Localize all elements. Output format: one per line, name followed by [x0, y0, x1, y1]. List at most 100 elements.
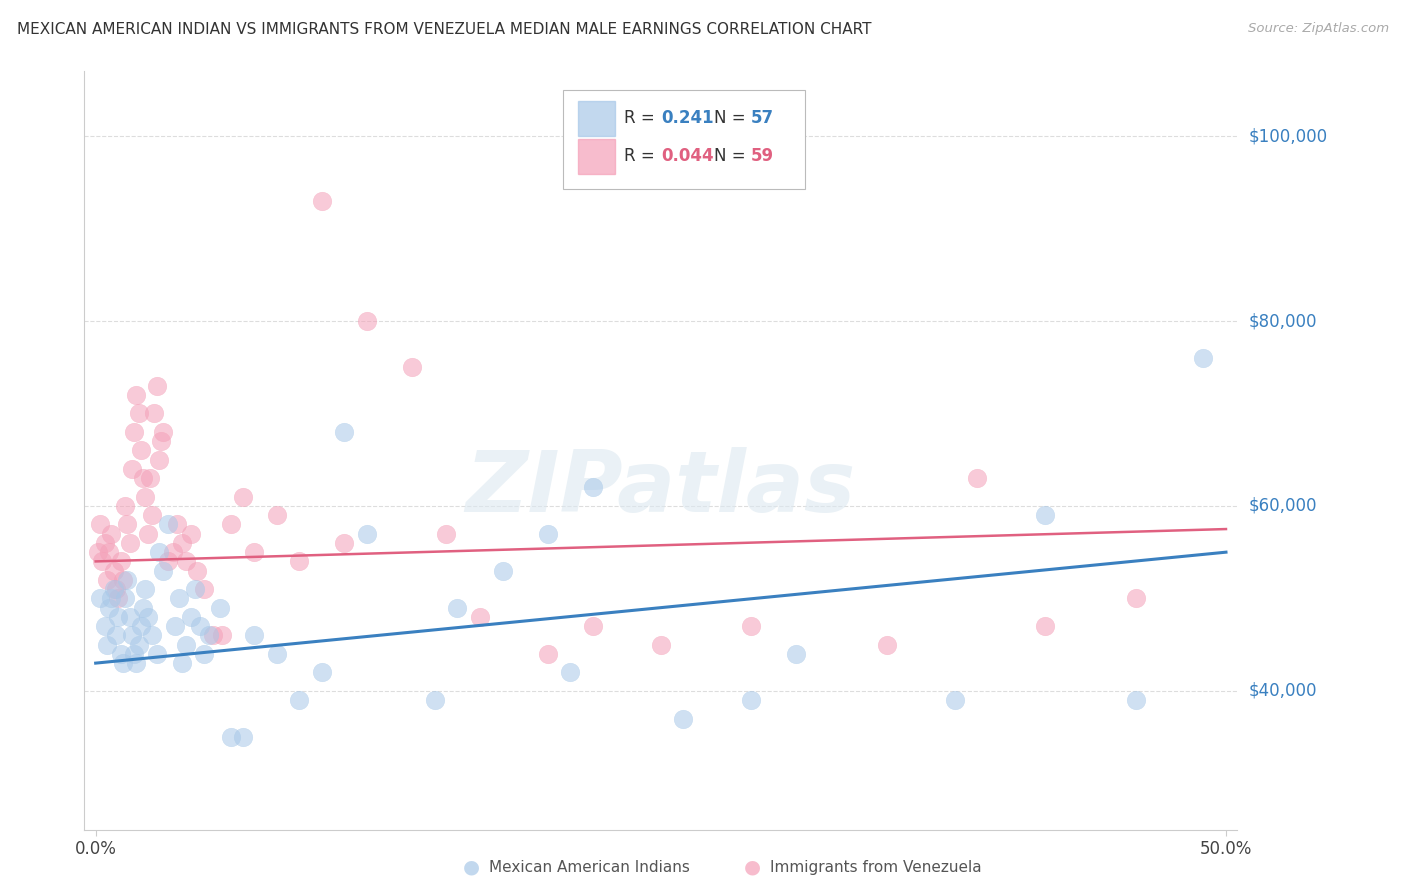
Point	[103, 564, 125, 578]
Point	[446, 600, 468, 615]
Text: R =: R =	[624, 110, 659, 128]
Point	[537, 526, 560, 541]
Point	[740, 619, 762, 633]
Point	[491, 564, 513, 578]
Point	[100, 526, 122, 541]
Point	[243, 628, 266, 642]
Text: $80,000: $80,000	[1249, 312, 1317, 330]
Text: $60,000: $60,000	[1249, 497, 1317, 515]
Point	[333, 425, 356, 439]
Point	[111, 573, 134, 587]
Point	[202, 628, 225, 642]
Point	[118, 536, 141, 550]
Point	[876, 638, 898, 652]
Point	[184, 582, 207, 596]
Point	[170, 536, 193, 550]
Text: N =: N =	[714, 110, 751, 128]
Point	[110, 554, 132, 568]
Point	[232, 490, 254, 504]
Point	[266, 508, 288, 523]
Point	[221, 730, 243, 744]
Point	[163, 619, 186, 633]
Point	[121, 628, 143, 642]
Point	[356, 314, 378, 328]
Point	[100, 591, 122, 606]
Point	[141, 628, 163, 642]
Text: 0.044: 0.044	[661, 147, 713, 165]
Text: ●: ●	[744, 857, 761, 877]
Point	[188, 619, 211, 633]
Point	[111, 656, 134, 670]
Point	[1033, 508, 1056, 523]
Point	[169, 591, 191, 606]
Point	[152, 564, 174, 578]
Point	[266, 647, 288, 661]
Point	[145, 378, 167, 392]
Point	[152, 425, 174, 439]
Point	[122, 425, 145, 439]
Point	[143, 407, 166, 421]
Point	[136, 526, 159, 541]
Point	[96, 573, 118, 587]
Point	[740, 693, 762, 707]
Point	[93, 536, 115, 550]
Point	[166, 517, 188, 532]
Point	[434, 526, 457, 541]
Point	[966, 471, 988, 485]
Point	[129, 619, 152, 633]
Point	[423, 693, 446, 707]
Point	[401, 360, 423, 375]
Point	[232, 730, 254, 744]
Point	[156, 554, 179, 568]
Point	[333, 536, 356, 550]
Point	[121, 462, 143, 476]
Point	[193, 647, 215, 661]
Text: 57: 57	[751, 110, 773, 128]
Point	[537, 647, 560, 661]
Point	[468, 610, 491, 624]
Text: 59: 59	[751, 147, 773, 165]
Point	[211, 628, 233, 642]
Text: 0.241: 0.241	[661, 110, 713, 128]
Text: ●: ●	[463, 857, 479, 877]
Text: $100,000: $100,000	[1249, 127, 1327, 145]
Point	[1125, 591, 1147, 606]
Point	[170, 656, 193, 670]
Point	[288, 554, 311, 568]
Point	[145, 647, 167, 661]
Point	[118, 610, 141, 624]
Point	[180, 526, 202, 541]
Text: Source: ZipAtlas.com: Source: ZipAtlas.com	[1249, 22, 1389, 36]
Point	[311, 665, 333, 680]
Text: R =: R =	[624, 147, 659, 165]
Text: $40,000: $40,000	[1249, 681, 1317, 700]
Point	[221, 517, 243, 532]
FancyBboxPatch shape	[578, 101, 614, 136]
Point	[110, 647, 132, 661]
FancyBboxPatch shape	[562, 90, 806, 189]
Point	[243, 545, 266, 559]
Point	[125, 656, 148, 670]
Point	[162, 545, 184, 559]
Point	[150, 434, 173, 449]
Point	[128, 407, 150, 421]
Point	[132, 600, 155, 615]
Text: MEXICAN AMERICAN INDIAN VS IMMIGRANTS FROM VENEZUELA MEDIAN MALE EARNINGS CORREL: MEXICAN AMERICAN INDIAN VS IMMIGRANTS FR…	[17, 22, 872, 37]
Point	[174, 554, 197, 568]
Point	[87, 545, 110, 559]
Point	[197, 628, 219, 642]
Point	[943, 693, 966, 707]
Point	[132, 471, 155, 485]
Point	[148, 545, 170, 559]
Text: ZIPatlas: ZIPatlas	[465, 447, 856, 530]
FancyBboxPatch shape	[578, 139, 614, 174]
Point	[193, 582, 215, 596]
Point	[174, 638, 197, 652]
Point	[186, 564, 208, 578]
Point	[582, 480, 605, 494]
Text: Mexican American Indians: Mexican American Indians	[489, 860, 690, 874]
Point	[650, 638, 672, 652]
Point	[180, 610, 202, 624]
Point	[288, 693, 311, 707]
Point	[148, 452, 170, 467]
